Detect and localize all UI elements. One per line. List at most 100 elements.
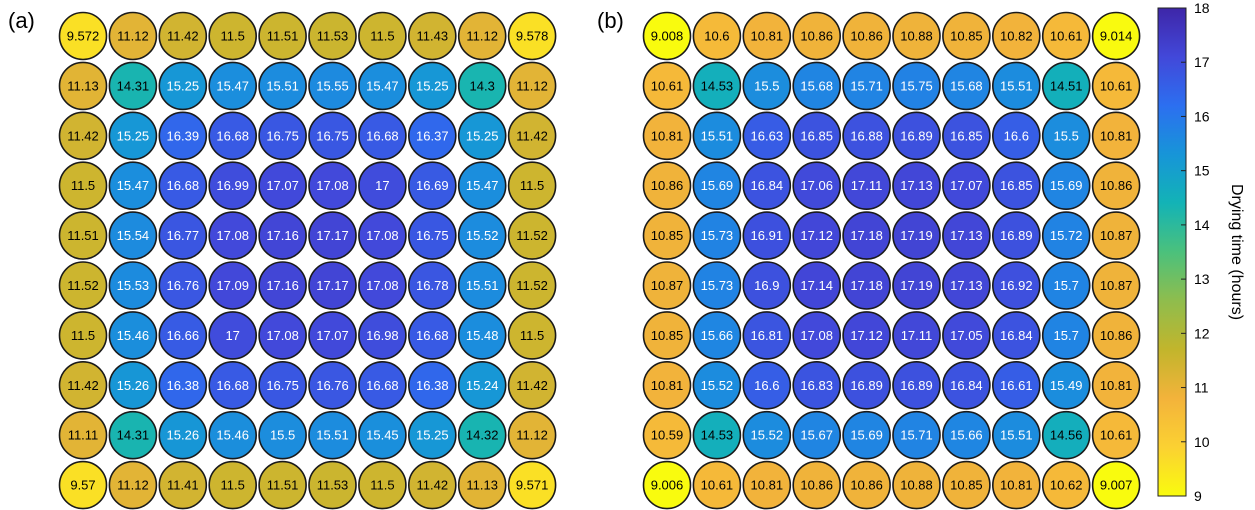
cell-value: 17.08: [266, 328, 299, 343]
cell-circle: [792, 111, 842, 161]
cell-value: 16.88: [850, 128, 883, 143]
cell-circle: [792, 61, 842, 111]
cell-value: 17.08: [366, 228, 399, 243]
cell-value: 10.6: [704, 29, 729, 44]
cell-value: 15.71: [850, 78, 883, 93]
cell-circle: [457, 111, 507, 161]
cell-circle: [507, 11, 557, 61]
cell-value: 16.84: [950, 378, 983, 393]
cell-circle: [1041, 311, 1091, 360]
colorbar-tick-label: 15: [1194, 163, 1210, 179]
cell-value: 15.46: [216, 428, 249, 443]
cell-circle: [407, 61, 457, 111]
cell-circle: [892, 460, 941, 510]
cell-value: 14.32: [466, 428, 499, 443]
cell-circle: [642, 410, 692, 460]
cell-circle: [1041, 11, 1091, 61]
cell-circle: [892, 211, 941, 260]
cell-circle: [358, 360, 407, 410]
cell-value: 11.5: [71, 178, 95, 193]
cell-value: 14.51: [1050, 78, 1083, 93]
cell-circle: [308, 311, 357, 360]
cell-value: 10.81: [651, 378, 684, 393]
cell-circle: [792, 410, 842, 460]
cell-value: 11.42: [67, 378, 99, 393]
cell-value: 9.572: [67, 29, 100, 44]
cell-circle: [258, 161, 307, 210]
cell-circle: [991, 311, 1041, 360]
cell-circle: [108, 261, 158, 310]
cell-value: 11.41: [167, 478, 199, 493]
cell-value: 17.09: [216, 278, 249, 293]
cell-value: 15.69: [701, 178, 734, 193]
cell-circle: [892, 360, 941, 410]
cell-circle: [892, 311, 941, 360]
cell-circle: [158, 211, 208, 260]
cell-value: 11.13: [466, 478, 498, 493]
cell-value: 15.5: [754, 78, 779, 93]
cell-circle: [158, 261, 208, 310]
cell-value: 11.52: [516, 228, 548, 243]
cell-value: 15.25: [416, 428, 449, 443]
colorbar-label: Drying time (hours): [1228, 184, 1245, 320]
cell-circle: [258, 410, 307, 460]
cell-value: 15.7: [1054, 328, 1079, 343]
cell-circle: [457, 360, 507, 410]
cell-circle: [942, 261, 991, 310]
cell-circle: [842, 311, 891, 360]
cell-circle: [457, 211, 507, 260]
cell-value: 16.85: [800, 128, 833, 143]
cell-circle: [258, 311, 307, 360]
cell-circle: [1091, 211, 1141, 260]
cell-circle: [742, 61, 792, 111]
cell-value: 15.73: [701, 228, 734, 243]
cell-value: 16.98: [366, 328, 399, 343]
cell-value: 11.5: [221, 29, 245, 44]
colorbar-tick-label: 10: [1194, 434, 1210, 450]
cell-circle: [457, 261, 507, 310]
cell-value: 15.26: [117, 378, 150, 393]
cell-value: 10.87: [1100, 278, 1133, 293]
cell-value: 10.61: [1050, 29, 1083, 44]
cell-circle: [507, 161, 557, 210]
cell-circle: [692, 11, 742, 61]
cell-value: 10.87: [651, 278, 684, 293]
cell-value: 11.51: [267, 29, 299, 44]
cell-value: 15.75: [900, 78, 933, 93]
cell-value: 17.17: [316, 278, 349, 293]
cell-circle: [1091, 111, 1141, 161]
cell-value: 15.26: [167, 428, 200, 443]
cell-circle: [792, 460, 842, 510]
cell-circle: [308, 261, 357, 310]
cell-value: 15.51: [701, 128, 734, 143]
cell-value: 16.68: [216, 128, 249, 143]
cell-value: 11.43: [417, 29, 449, 44]
cell-circle: [358, 261, 407, 310]
cell-value: 15.73: [701, 278, 734, 293]
cell-value: 9.006: [651, 478, 684, 493]
colorbar-tick-label: 14: [1194, 217, 1210, 233]
cell-value: 11.5: [370, 29, 394, 44]
cell-circle: [258, 111, 307, 161]
cell-value: 10.81: [1000, 478, 1033, 493]
cell-circle: [742, 410, 792, 460]
cell-circle: [1091, 261, 1141, 310]
cell-value: 10.86: [651, 178, 684, 193]
cell-value: 16.76: [167, 278, 200, 293]
cell-value: 10.81: [751, 478, 784, 493]
cell-value: 16.68: [416, 328, 449, 343]
cell-circle: [58, 261, 108, 310]
cell-value: 16.38: [167, 378, 200, 393]
cell-circle: [58, 460, 108, 510]
cell-circle: [642, 360, 692, 410]
cell-value: 16.84: [1000, 328, 1033, 343]
cell-circle: [942, 211, 991, 260]
cell-circle: [692, 460, 742, 510]
cell-circle: [1091, 360, 1141, 410]
cell-value: 15.45: [366, 428, 399, 443]
cell-value: 15.51: [466, 278, 499, 293]
cell-circle: [158, 311, 208, 360]
cell-value: 16.75: [266, 378, 299, 393]
cell-circle: [742, 311, 792, 360]
cell-circle: [208, 261, 257, 310]
